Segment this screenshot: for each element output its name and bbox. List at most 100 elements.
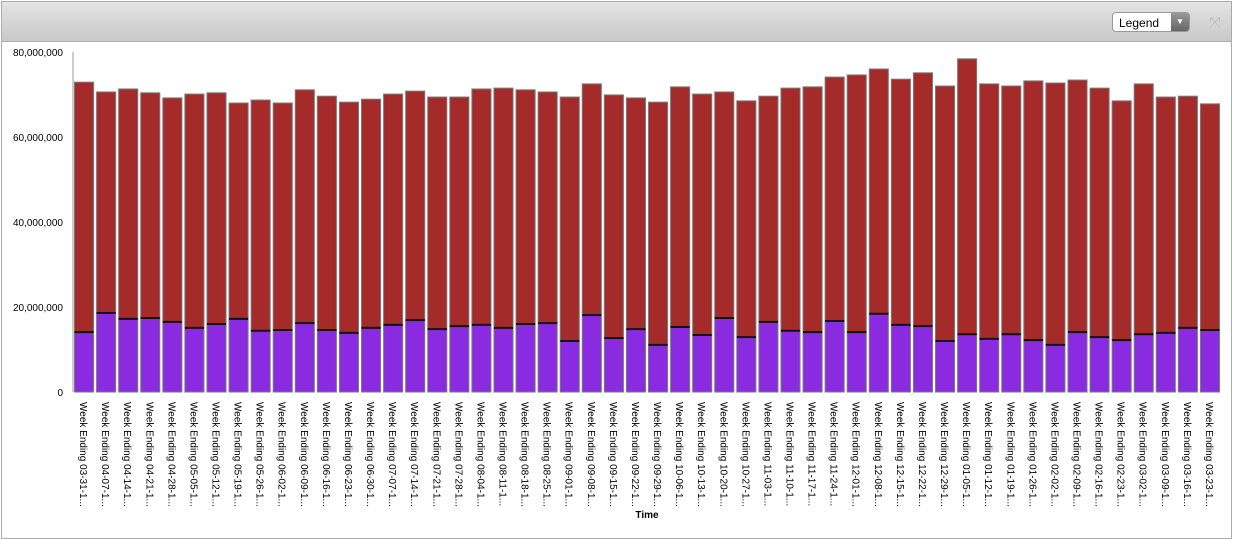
- y-tick-label: 20,000,000: [13, 303, 63, 314]
- bar-segment-bottom: [824, 320, 845, 393]
- bar-segment-bottom: [935, 340, 956, 393]
- x-tick-label: Week Ending 05-26-1...: [254, 402, 265, 507]
- bar-segment-bottom: [1155, 332, 1176, 393]
- x-tick-label: Week Ending 09-15-1...: [607, 402, 618, 507]
- bar-segment-bottom: [1001, 333, 1022, 393]
- y-tick-label: 80,000,000: [13, 48, 63, 59]
- x-tick-label: Week Ending 10-13-1...: [695, 402, 706, 507]
- bar-segment-bottom: [96, 312, 117, 393]
- bar-segment-bottom: [471, 324, 492, 393]
- x-tick-label: Week Ending 01-05-1...: [960, 402, 971, 507]
- bar-segment-top: [824, 76, 845, 322]
- bar-segment-top: [648, 101, 669, 346]
- bar-segment-bottom: [405, 319, 426, 393]
- bar-segment-top: [272, 102, 293, 331]
- bar-segment-top: [780, 87, 801, 332]
- x-tick-label: Week Ending 11-17-1...: [806, 402, 817, 506]
- bar-segment-top: [206, 92, 227, 325]
- bar-segment-bottom: [361, 327, 382, 393]
- bar-segment-top: [140, 92, 161, 319]
- bar-segment-top: [1133, 83, 1154, 335]
- bar-segment-top: [979, 83, 1000, 340]
- bar-segment-bottom: [1045, 344, 1066, 393]
- bar-segment-bottom: [1111, 339, 1132, 393]
- bar-segment-bottom: [162, 321, 183, 393]
- x-tick-label: Week Ending 01-12-1...: [982, 402, 993, 507]
- chart-header: Legend ▼ ⤧: [2, 2, 1231, 42]
- bar-segment-top: [361, 98, 382, 329]
- x-tick-label: Week Ending 08-04-1...: [474, 402, 485, 507]
- bar-segment-bottom: [1199, 329, 1221, 393]
- bar-segment-bottom: [294, 322, 315, 393]
- bar-segment-top: [184, 93, 205, 329]
- bar-segment-top: [758, 95, 779, 323]
- bar-segment-top: [383, 93, 404, 326]
- bar-segment-bottom: [868, 313, 889, 393]
- x-tick-label: Week Ending 08-18-1...: [519, 402, 530, 507]
- x-tick-label: Week Ending 12-08-1...: [872, 402, 883, 507]
- x-tick-label: Week Ending 09-01-1...: [563, 402, 574, 507]
- bar-segment-top: [890, 78, 911, 326]
- y-tick-label: 60,000,000: [13, 133, 63, 144]
- x-tick-label: Week Ending 09-08-1...: [585, 402, 596, 507]
- bar-segment-top: [625, 97, 647, 330]
- x-tick-label: Week Ending 06-30-1...: [364, 402, 375, 507]
- x-tick-label: Week Ending 06-16-1...: [320, 402, 331, 507]
- bar-segment-bottom: [1023, 339, 1044, 393]
- bar-segment-bottom: [338, 332, 359, 393]
- bar-segment-bottom: [118, 318, 139, 393]
- x-tick-label: Week Ending 10-06-1...: [673, 402, 684, 507]
- x-tick-label: Week Ending 07-21-1...: [430, 402, 441, 507]
- bar-segment-top: [96, 91, 117, 314]
- legend-dropdown[interactable]: Legend ▼: [1112, 12, 1190, 32]
- bar-segment-bottom: [581, 314, 602, 393]
- bar-segment-bottom: [846, 331, 867, 393]
- bar-segment-top: [250, 99, 271, 332]
- bar-segment-top: [515, 89, 536, 325]
- bar-segment-top: [868, 68, 889, 315]
- x-tick-label: Week Ending 05-19-1...: [232, 402, 243, 507]
- bar-segment-bottom: [427, 328, 448, 393]
- bar-segment-top: [1155, 96, 1176, 334]
- bar-segment-bottom: [493, 327, 514, 393]
- bar-segment-bottom: [603, 337, 624, 393]
- bar-segment-bottom: [1067, 331, 1088, 393]
- x-axis-title: Time: [635, 510, 659, 521]
- bar-segment-top: [493, 87, 514, 329]
- x-tick-label: Week Ending 07-14-1...: [408, 402, 419, 507]
- bar-segment-bottom: [1133, 333, 1154, 393]
- x-tick-label: Week Ending 08-11-1...: [497, 402, 508, 506]
- x-tick-label: Week Ending 07-28-1...: [452, 402, 463, 507]
- bar-segment-top: [74, 81, 95, 333]
- bar-segment-bottom: [206, 323, 227, 393]
- bar-segment-top: [559, 96, 580, 342]
- x-tick-label: Week Ending 03-16-1...: [1181, 402, 1192, 507]
- x-tick-label: Week Ending 04-14-1...: [121, 402, 132, 507]
- bar-segment-bottom: [802, 331, 823, 393]
- bar-segment-top: [1199, 103, 1221, 331]
- x-tick-label: Week Ending 04-28-1...: [165, 402, 176, 507]
- bar-segment-bottom: [912, 325, 934, 393]
- x-tick-label: Week Ending 02-16-1...: [1093, 402, 1104, 507]
- bar-segment-bottom: [140, 317, 161, 393]
- bar-segment-bottom: [316, 329, 337, 393]
- expand-icon[interactable]: ⤧: [1209, 14, 1221, 30]
- bar-segment-top: [405, 90, 426, 321]
- bar-segment-bottom: [537, 322, 558, 393]
- x-tick-label: Week Ending 06-02-1...: [276, 402, 287, 507]
- bar-segment-top: [1023, 80, 1044, 341]
- bar-segment-top: [1111, 100, 1132, 341]
- legend-dropdown-label: Legend: [1119, 16, 1160, 30]
- x-tick-label: Week Ending 06-23-1...: [342, 402, 353, 507]
- x-tick-label: Week Ending 12-29-1...: [938, 402, 949, 507]
- x-tick-label: Week Ending 06-09-1...: [298, 402, 309, 507]
- bar-segment-top: [1067, 79, 1088, 333]
- x-tick-label: Week Ending 03-09-1...: [1159, 402, 1170, 507]
- x-tick-label: Week Ending 02-09-1...: [1071, 402, 1082, 507]
- bar-segment-bottom: [383, 324, 404, 393]
- x-tick-label: Week Ending 02-23-1...: [1115, 402, 1126, 507]
- bar-segment-top: [316, 95, 337, 331]
- bar-segment-top: [846, 74, 867, 333]
